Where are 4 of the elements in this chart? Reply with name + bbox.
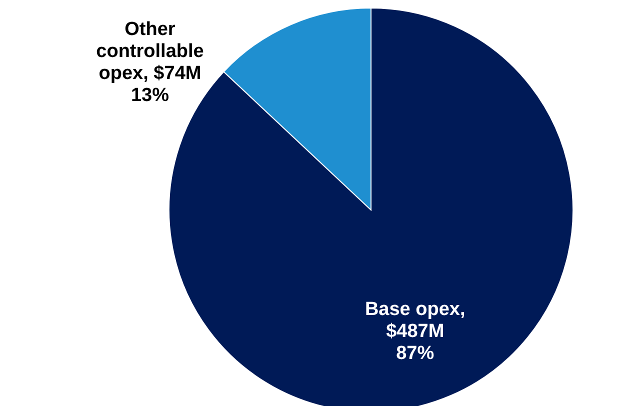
data-label: 87% [396,342,434,364]
slice-label: Other controllable opex, $74M [96,19,204,84]
slice-label: Base opex, $487M [364,298,466,342]
data-label: 13% [130,85,170,106]
